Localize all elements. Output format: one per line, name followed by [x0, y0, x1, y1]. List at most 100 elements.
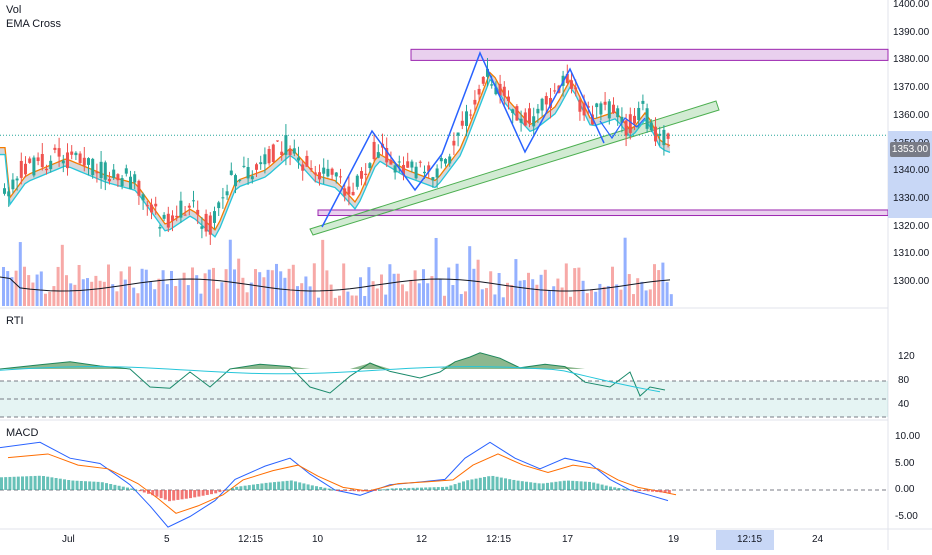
candle-body [490, 84, 494, 86]
macd-histogram-bar [96, 481, 100, 490]
candle-body [444, 159, 447, 164]
macd-histogram-bar [121, 486, 125, 490]
volume-bar [598, 283, 602, 306]
candle-body [515, 106, 519, 121]
macd-histogram-bar [142, 490, 146, 493]
volume-bar [501, 297, 505, 306]
volume-bar [90, 281, 94, 306]
macd-histogram-bar [571, 480, 575, 490]
volume-bar [287, 268, 291, 306]
volume-bar [657, 270, 661, 306]
volume-bar [86, 278, 89, 306]
volume-bar [220, 282, 224, 306]
candle-body [637, 107, 641, 121]
macd-histogram-bar [403, 488, 407, 490]
volume-bar [644, 290, 648, 306]
macd-histogram-bar [331, 489, 335, 491]
volume-bar [455, 263, 459, 306]
macd-histogram-bar [558, 481, 562, 490]
candle-body [460, 120, 464, 126]
candle-body [402, 164, 405, 176]
volume-bar [233, 269, 236, 306]
volume-bar [317, 297, 320, 306]
candle-body [61, 160, 65, 164]
macd-histogram-bar [84, 481, 87, 490]
candle-body [103, 162, 107, 180]
macd-histogram-bar [117, 485, 121, 490]
volume-bar [14, 270, 18, 306]
macd-histogram-bar [189, 490, 192, 499]
macd-histogram-bar [449, 485, 453, 490]
volume-ma-line [0, 276, 671, 292]
macd-histogram-bar [382, 489, 386, 491]
macd-histogram-bar [646, 490, 650, 492]
volume-bar [199, 293, 203, 306]
candle-body [364, 173, 368, 175]
candle-body [158, 226, 162, 229]
macd-histogram-bar [222, 490, 226, 491]
candle-body [498, 83, 502, 96]
candle-body [339, 176, 342, 178]
macd-histogram-bar [390, 488, 394, 490]
candle-body [439, 157, 443, 162]
macd-histogram-bar [79, 480, 83, 490]
volume-bar [640, 281, 644, 306]
macd-histogram-bar [323, 487, 327, 490]
macd-histogram-bar [445, 486, 449, 490]
macd-histogram-bar [424, 487, 428, 490]
volume-bar [44, 293, 47, 306]
volume-bar [560, 287, 564, 306]
candle-body [66, 152, 69, 169]
candle-body [570, 80, 573, 89]
candle-body [368, 163, 372, 169]
volume-bar [611, 266, 614, 306]
macd-histogram-bar [197, 490, 201, 497]
macd-histogram-bar [554, 481, 558, 490]
macd-histogram-bar [277, 481, 281, 490]
macd-histogram-bar [520, 481, 524, 490]
macd-histogram-bar [172, 490, 176, 501]
macd-histogram-bar [625, 489, 629, 491]
volume-bar [636, 278, 640, 306]
candle-body [641, 100, 645, 104]
macd-histogram-bar [134, 489, 138, 491]
volume-bar [10, 277, 14, 306]
candle-body [326, 168, 330, 177]
candle-body [116, 174, 120, 181]
macd-histogram-bar [126, 487, 129, 490]
candle-body [612, 104, 615, 113]
time-tick-label: 10 [312, 534, 324, 545]
candle-body [658, 133, 662, 136]
macd-histogram-bar [273, 482, 276, 490]
macd-histogram-bar [512, 479, 516, 490]
candle-body [628, 114, 632, 133]
candle-body [238, 179, 242, 181]
volume-bar [216, 288, 220, 306]
macd-histogram-bar [634, 490, 638, 491]
volume-bar [60, 244, 64, 306]
volume-bar [422, 269, 425, 306]
candle-body [372, 141, 376, 160]
candle-body [397, 161, 401, 163]
candle-body [666, 133, 670, 139]
legend-macd: MACD [6, 427, 39, 439]
macd-histogram-bar [0, 477, 3, 490]
ascending-channel [309, 100, 720, 236]
candle-body [351, 191, 355, 196]
macd-histogram-bar [491, 475, 495, 490]
candle-body [410, 161, 414, 168]
time-axis-highlight [716, 530, 774, 550]
candle-body [124, 168, 128, 174]
volume-bar [543, 269, 547, 306]
macd-histogram-bar [63, 479, 66, 490]
volume-bar [522, 280, 526, 306]
volume-bar [665, 282, 669, 306]
candle-body [145, 205, 149, 207]
macd-histogram-bar [583, 481, 587, 490]
volume-bar [245, 292, 249, 306]
candle-body [267, 148, 271, 164]
volume-bar [128, 266, 131, 306]
macd-histogram-bar [663, 490, 667, 493]
